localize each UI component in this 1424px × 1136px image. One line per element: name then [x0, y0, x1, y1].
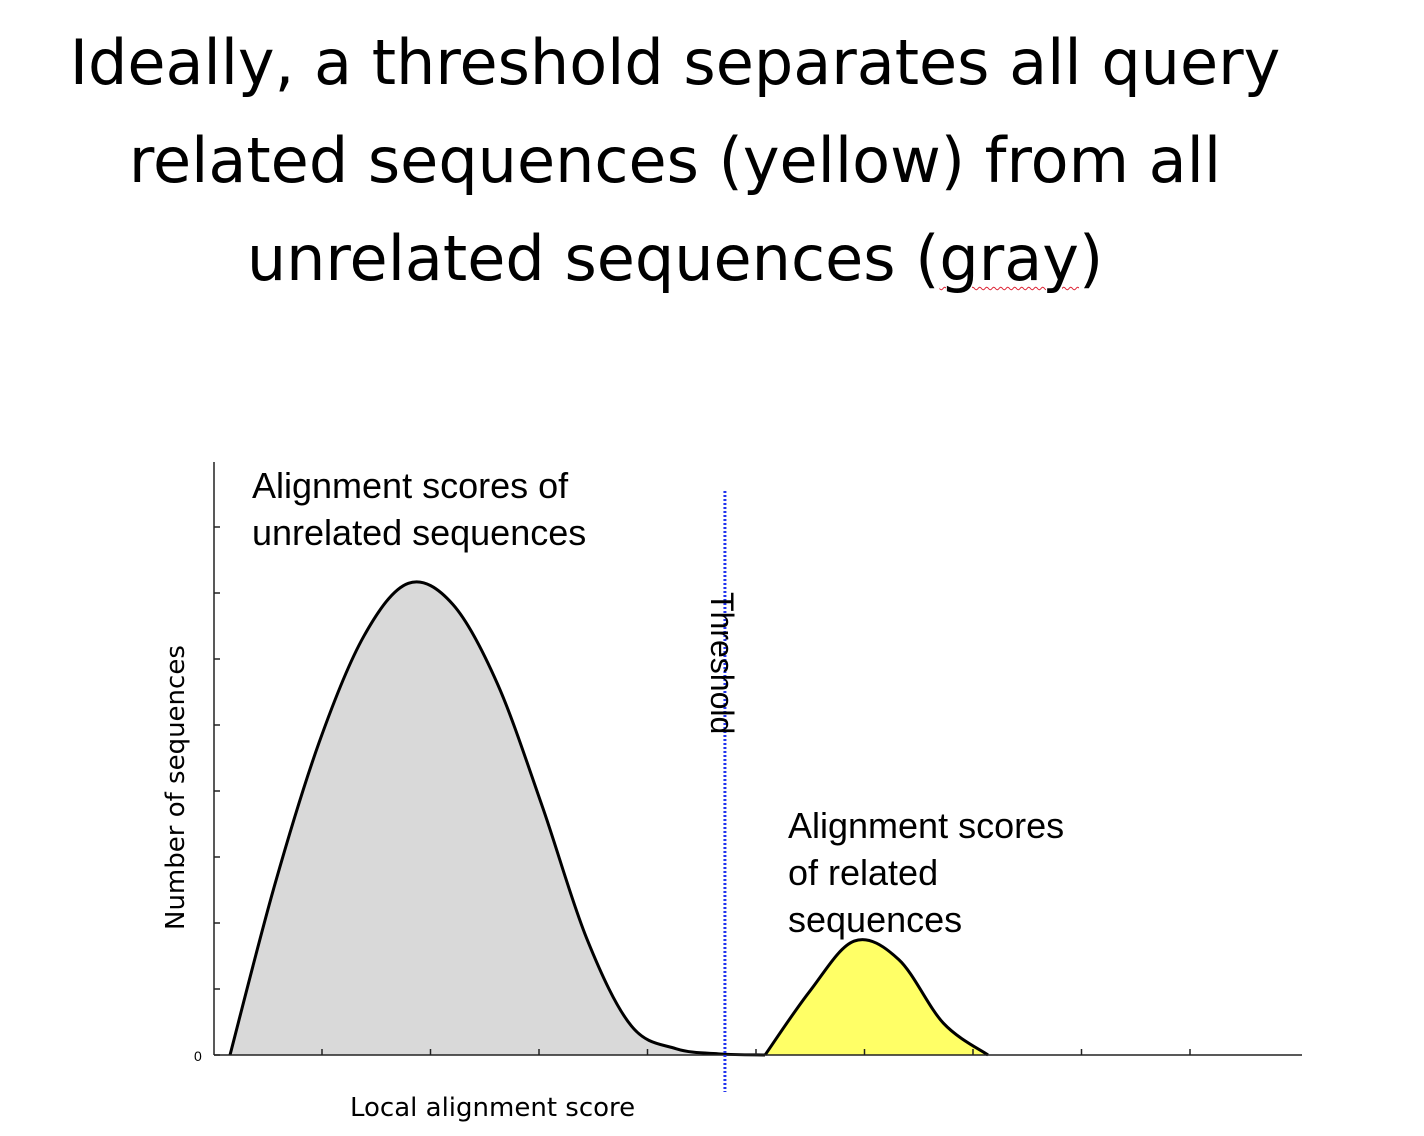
related-annotation-line: sequences: [788, 899, 962, 940]
threshold-label: Threshold: [704, 592, 740, 734]
y-axis-label: Number of sequences: [161, 645, 191, 930]
title-line-3: unrelated sequences (gray): [0, 210, 1350, 308]
related-annotation-line: of related: [788, 852, 938, 893]
chart-annotations: Alignment scores of unrelated sequences Al…: [252, 465, 1064, 940]
x-axis-label: Local alignment score: [350, 1093, 635, 1123]
distribution-areas: [228, 580, 989, 1057]
chart-axes: 0: [194, 462, 1302, 1064]
related-distribution-curve: [763, 938, 989, 1057]
title-line-1: Ideally, a threshold separates all query: [69, 26, 1281, 99]
title-line-3-end: ): [1078, 222, 1104, 295]
related-annotation-line: Alignment scores: [788, 805, 1064, 846]
unrelated-distribution-curve: [228, 580, 766, 1057]
title-line-3-start: unrelated sequences (: [246, 222, 940, 295]
y-tick-label: 0: [194, 1048, 202, 1064]
slide-title: Ideally, a threshold separates all query…: [0, 14, 1350, 308]
title-line-2: related sequences (yellow) from all: [128, 124, 1222, 197]
title-spellcheck-word: gray: [939, 222, 1079, 295]
unrelated-annotation-line: Alignment scores of: [252, 465, 569, 506]
related-distribution-fill: [765, 939, 988, 1055]
unrelated-annotation-line: unrelated sequences: [252, 512, 586, 553]
unrelated-distribution-fill: [230, 581, 766, 1055]
